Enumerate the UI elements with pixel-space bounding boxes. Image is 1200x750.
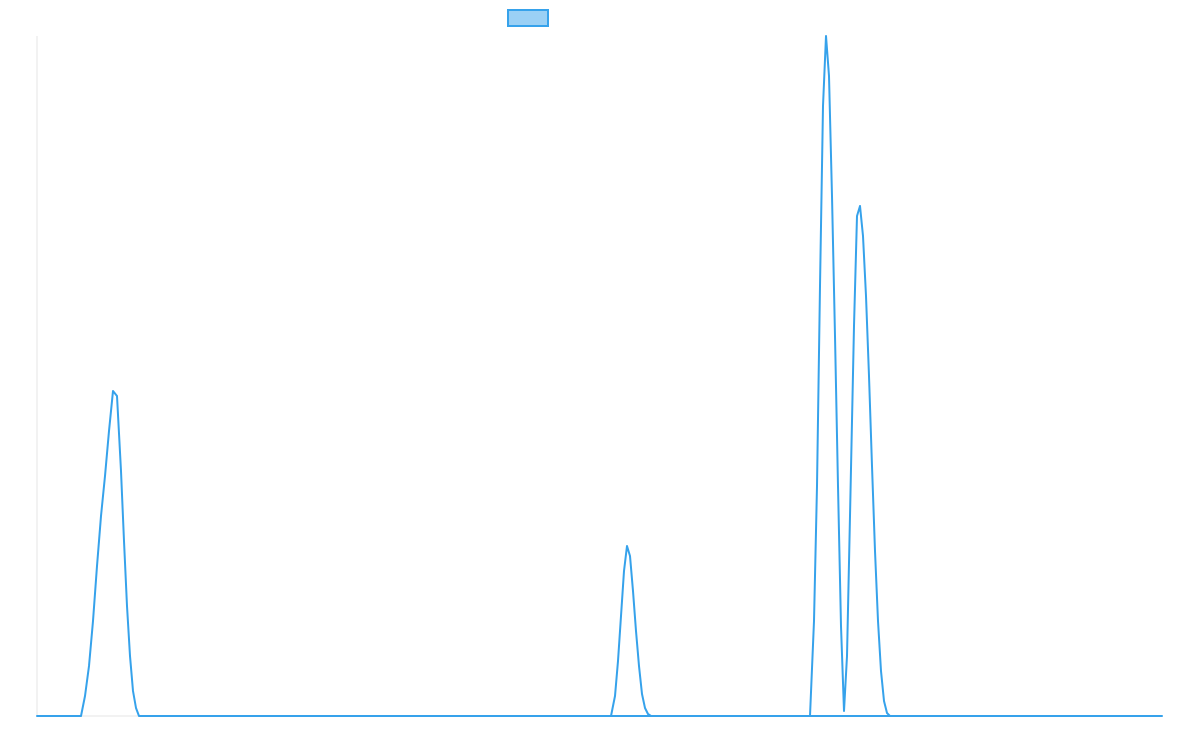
legend-swatch[interactable] [507,9,549,27]
series-line-0 [36,35,1163,717]
series-layer [36,35,1163,717]
legend[interactable] [507,9,549,27]
axes-layer [36,36,1163,717]
legend-item-0[interactable] [507,9,549,27]
